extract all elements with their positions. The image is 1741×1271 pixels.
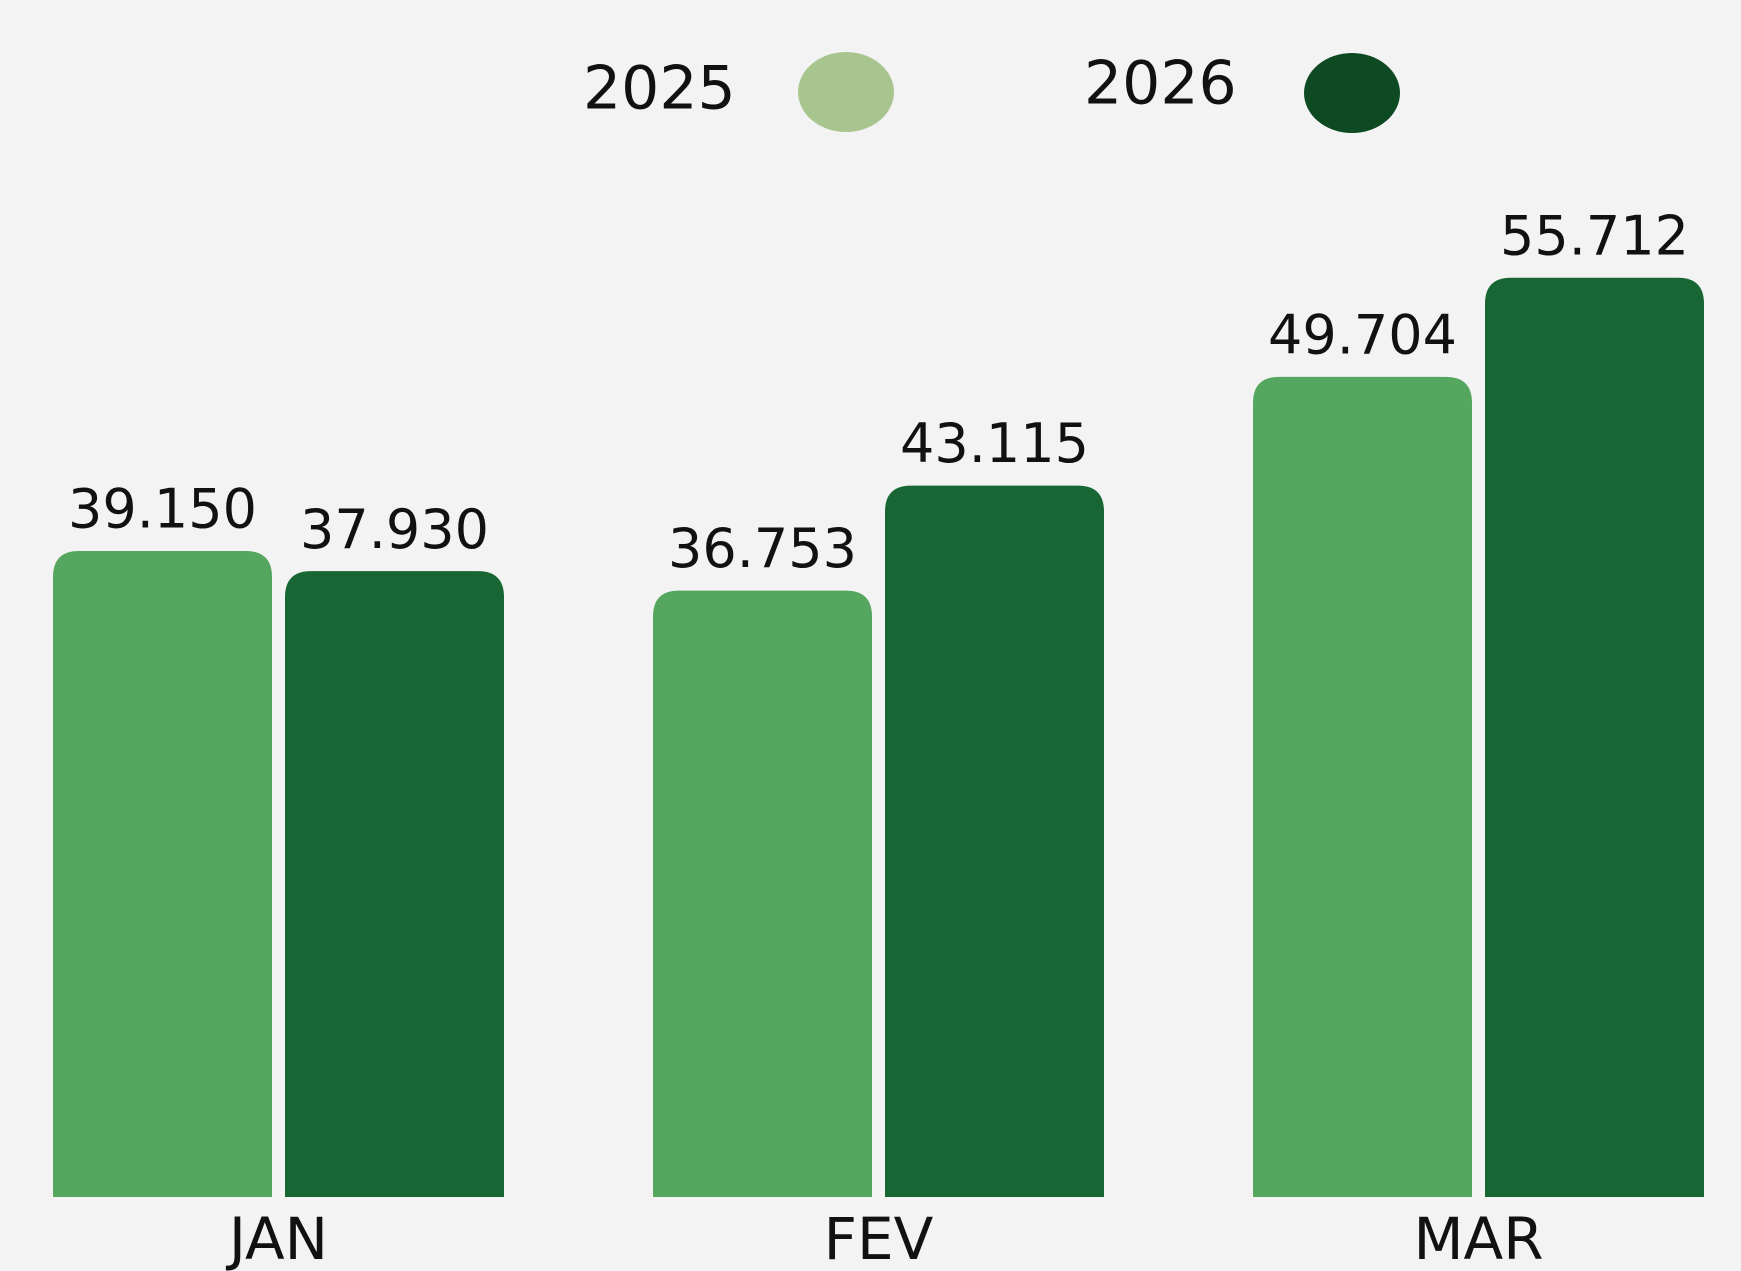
x-tick-label: FEV [824, 1205, 934, 1271]
bar [1485, 277, 1704, 1197]
bar [653, 590, 872, 1197]
legend-marker [1304, 53, 1400, 133]
x-tick-label: MAR [1413, 1205, 1543, 1271]
legend-marker [798, 52, 894, 132]
value-label: 37.930 [300, 498, 489, 561]
legend-label: 2026 [1084, 49, 1237, 119]
value-label: 39.150 [68, 478, 257, 541]
legend-label: 2025 [583, 54, 736, 124]
bar [53, 551, 272, 1197]
bar [285, 571, 504, 1197]
value-label: 55.712 [1500, 204, 1689, 267]
value-label: 49.704 [1268, 304, 1457, 367]
value-label: 36.753 [668, 517, 857, 580]
bar [885, 485, 1104, 1197]
bar [1253, 376, 1472, 1197]
value-label: 43.115 [900, 412, 1089, 475]
x-tick-label: JAN [226, 1205, 328, 1271]
